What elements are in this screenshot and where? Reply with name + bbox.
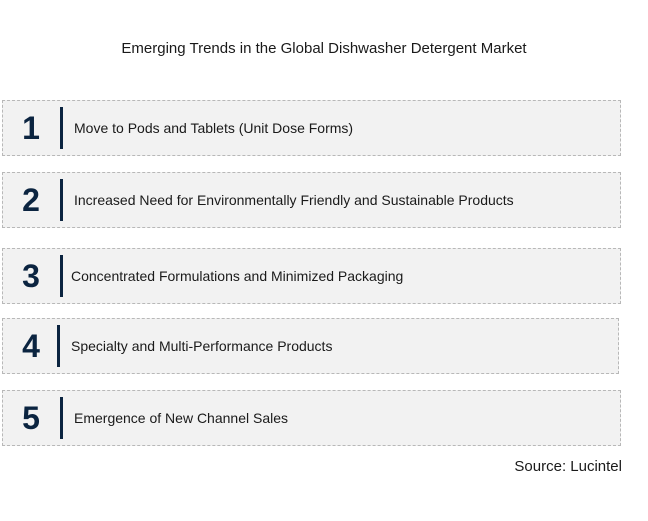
trend-label-2: Increased Need for Environmentally Frien… (74, 192, 514, 208)
trend-label-5: Emergence of New Channel Sales (74, 410, 289, 426)
trend-number-1: 1 (22, 109, 40, 146)
trend-number-3: 3 (22, 257, 40, 294)
trend-row-2: 2 Increased Need for Environmentally Fri… (2, 172, 621, 228)
trend-row-4: 4 Specialty and Multi-Performance Produc… (2, 318, 619, 374)
source-credit: Source: Lucintel (514, 458, 622, 475)
trend-divider-5 (60, 397, 63, 439)
trend-row-3: 3 Concentrated Formulations and Minimize… (2, 248, 621, 304)
trend-number-5: 5 (22, 399, 40, 436)
trend-number-2: 2 (22, 181, 40, 218)
trend-divider-4 (57, 325, 60, 367)
trend-row-5: 5 Emergence of New Channel Sales (2, 390, 621, 446)
trend-divider-1 (60, 107, 63, 149)
trend-number-4: 4 (22, 327, 40, 364)
trend-label-1: Move to Pods and Tablets (Unit Dose Form… (74, 120, 354, 136)
trend-label-4: Specialty and Multi-Performance Products (71, 338, 333, 354)
trend-label-3: Concentrated Formulations and Minimized … (71, 268, 404, 284)
trend-divider-2 (60, 179, 63, 221)
trend-row-1: 1 Move to Pods and Tablets (Unit Dose Fo… (2, 100, 621, 156)
trend-divider-3 (60, 255, 63, 297)
diagram-title: Emerging Trends in the Global Dishwasher… (121, 40, 527, 57)
